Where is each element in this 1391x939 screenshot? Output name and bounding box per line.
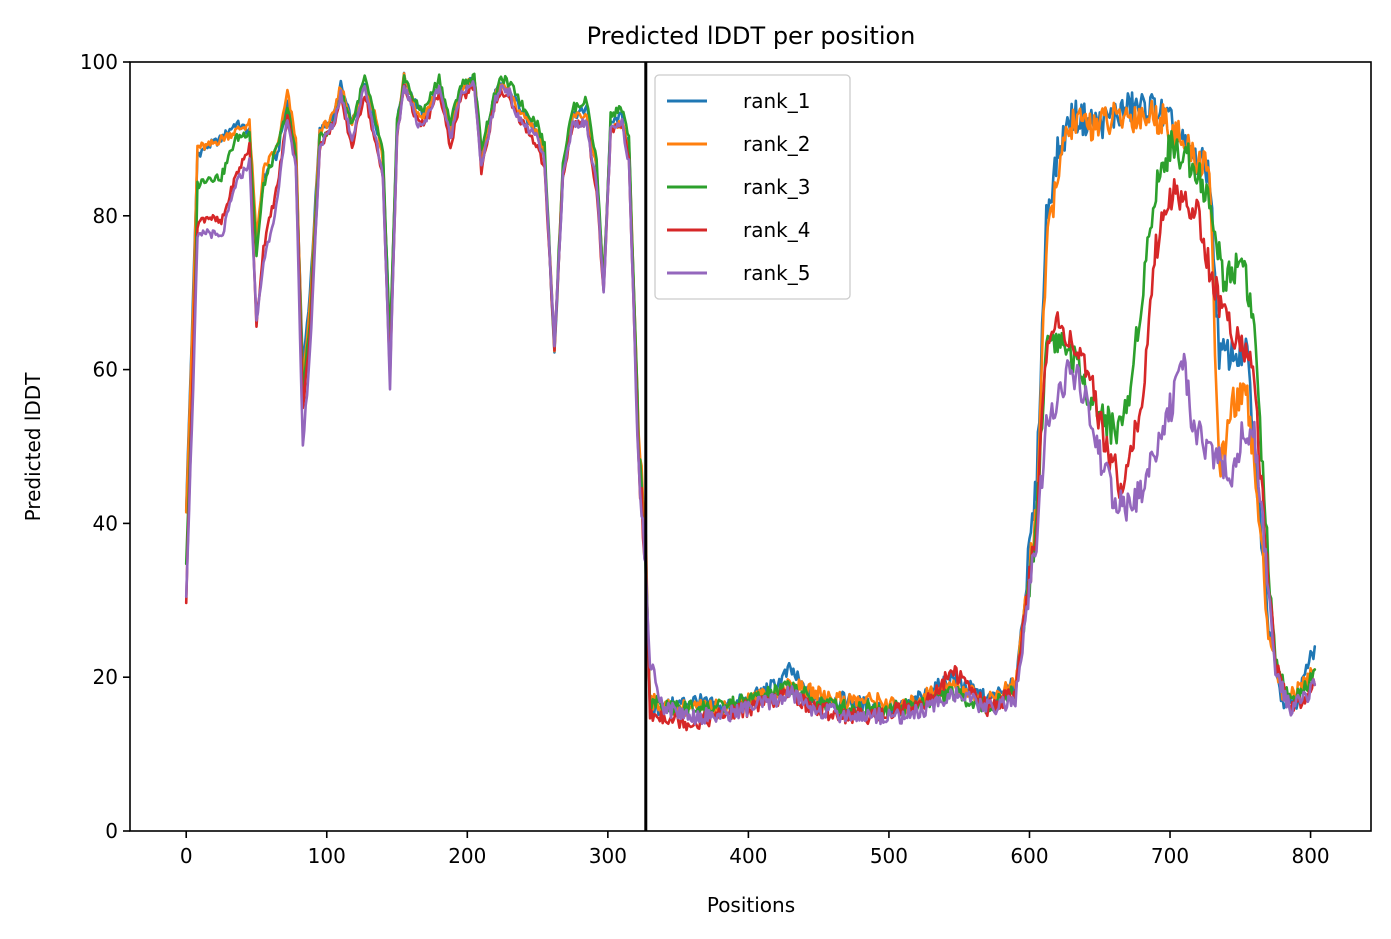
x-tick-label: 600 xyxy=(1010,844,1048,868)
x-tick-label: 100 xyxy=(308,844,346,868)
y-tick-label: 100 xyxy=(80,50,118,74)
series-line-rank_3 xyxy=(184,72,1317,718)
legend-label-rank_4: rank_4 xyxy=(743,218,810,242)
series-line-rank_4 xyxy=(184,83,1317,732)
series-line-rank_5 xyxy=(184,80,1317,726)
y-tick-label: 80 xyxy=(93,204,118,228)
legend-label-rank_5: rank_5 xyxy=(743,261,810,285)
x-axis-label: Positions xyxy=(707,893,795,917)
legend-box xyxy=(654,74,851,300)
legend-label-rank_1: rank_1 xyxy=(743,89,810,113)
x-tick-label: 800 xyxy=(1291,844,1329,868)
x-tick-label: 500 xyxy=(870,844,908,868)
y-axis: 0 20 40 60 80 100 xyxy=(80,50,130,843)
legend-label-rank_3: rank_3 xyxy=(743,175,810,199)
plot-frame xyxy=(129,61,1372,832)
plot-area xyxy=(184,71,1317,732)
y-tick-label: 20 xyxy=(93,665,118,689)
y-axis-label: Predicted lDDT xyxy=(21,372,45,522)
legend: rank_1 rank_2 rank_3 rank_4 rank_5 xyxy=(654,74,851,300)
legend-label-rank_2: rank_2 xyxy=(743,132,810,156)
x-tick-label: 200 xyxy=(448,844,486,868)
x-tick-label: 400 xyxy=(729,844,767,868)
x-tick-label: 0 xyxy=(180,844,193,868)
x-axis: 0 100 200 300 400 500 600 700 800 xyxy=(180,831,1330,868)
y-tick-label: 60 xyxy=(93,358,118,382)
x-tick-label: 700 xyxy=(1151,844,1189,868)
y-tick-label: 40 xyxy=(93,511,118,535)
y-tick-label: 0 xyxy=(105,819,118,843)
x-tick-label: 300 xyxy=(589,844,627,868)
chart-title: Predicted lDDT per position xyxy=(587,22,916,50)
